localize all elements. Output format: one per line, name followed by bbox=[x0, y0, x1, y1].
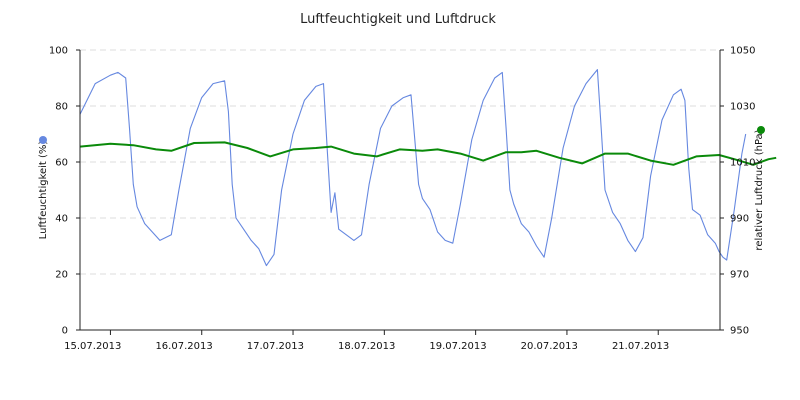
gridlines bbox=[80, 49, 720, 275]
humidity-legend-dot bbox=[39, 136, 47, 144]
y-right-tick-label: 1050 bbox=[730, 46, 755, 57]
y-left-tick-label: 20 bbox=[55, 270, 68, 281]
y-right-tick-label: 1010 bbox=[730, 158, 755, 169]
x-tick-label: 21.07.2013 bbox=[612, 341, 669, 352]
x-tick-label: 16.07.2013 bbox=[155, 341, 212, 352]
y-right-tick-label: 970 bbox=[730, 270, 749, 281]
x-tick-label: 19.07.2013 bbox=[429, 341, 486, 352]
y-axis-left-label: Luftfeuchtigkeit (%) bbox=[38, 141, 49, 240]
y-right-tick-label: 950 bbox=[730, 326, 749, 337]
pressure-line bbox=[79, 141, 777, 166]
y-left-tick-label: 40 bbox=[55, 214, 68, 225]
chart-title: Luftfeuchtigkeit und Luftdruck bbox=[300, 12, 496, 27]
x-tick-label: 17.07.2013 bbox=[247, 341, 304, 352]
y-right-tick-label: 990 bbox=[730, 214, 749, 225]
x-tick-label: 20.07.2013 bbox=[521, 341, 578, 352]
y-left-tick-label: 0 bbox=[62, 326, 68, 337]
x-tick-label: 18.07.2013 bbox=[338, 341, 395, 352]
y-right-tick-label: 1030 bbox=[730, 102, 755, 113]
y-left-tick-label: 80 bbox=[55, 102, 68, 113]
axes-layer: 0 20 40 60 80 100 950 970 990 1010 1030 1050 15.07.2… bbox=[49, 46, 756, 353]
y-axis-right-label: relativer Luftdruck (hPa) bbox=[754, 129, 765, 250]
pressure-legend-dot bbox=[757, 126, 765, 134]
series-layer bbox=[79, 69, 777, 267]
x-tick-label: 15.07.2013 bbox=[64, 341, 121, 352]
humidity-line bbox=[79, 69, 747, 267]
y-left-tick-label: 100 bbox=[49, 46, 68, 57]
y-left-tick-label: 60 bbox=[55, 158, 68, 169]
